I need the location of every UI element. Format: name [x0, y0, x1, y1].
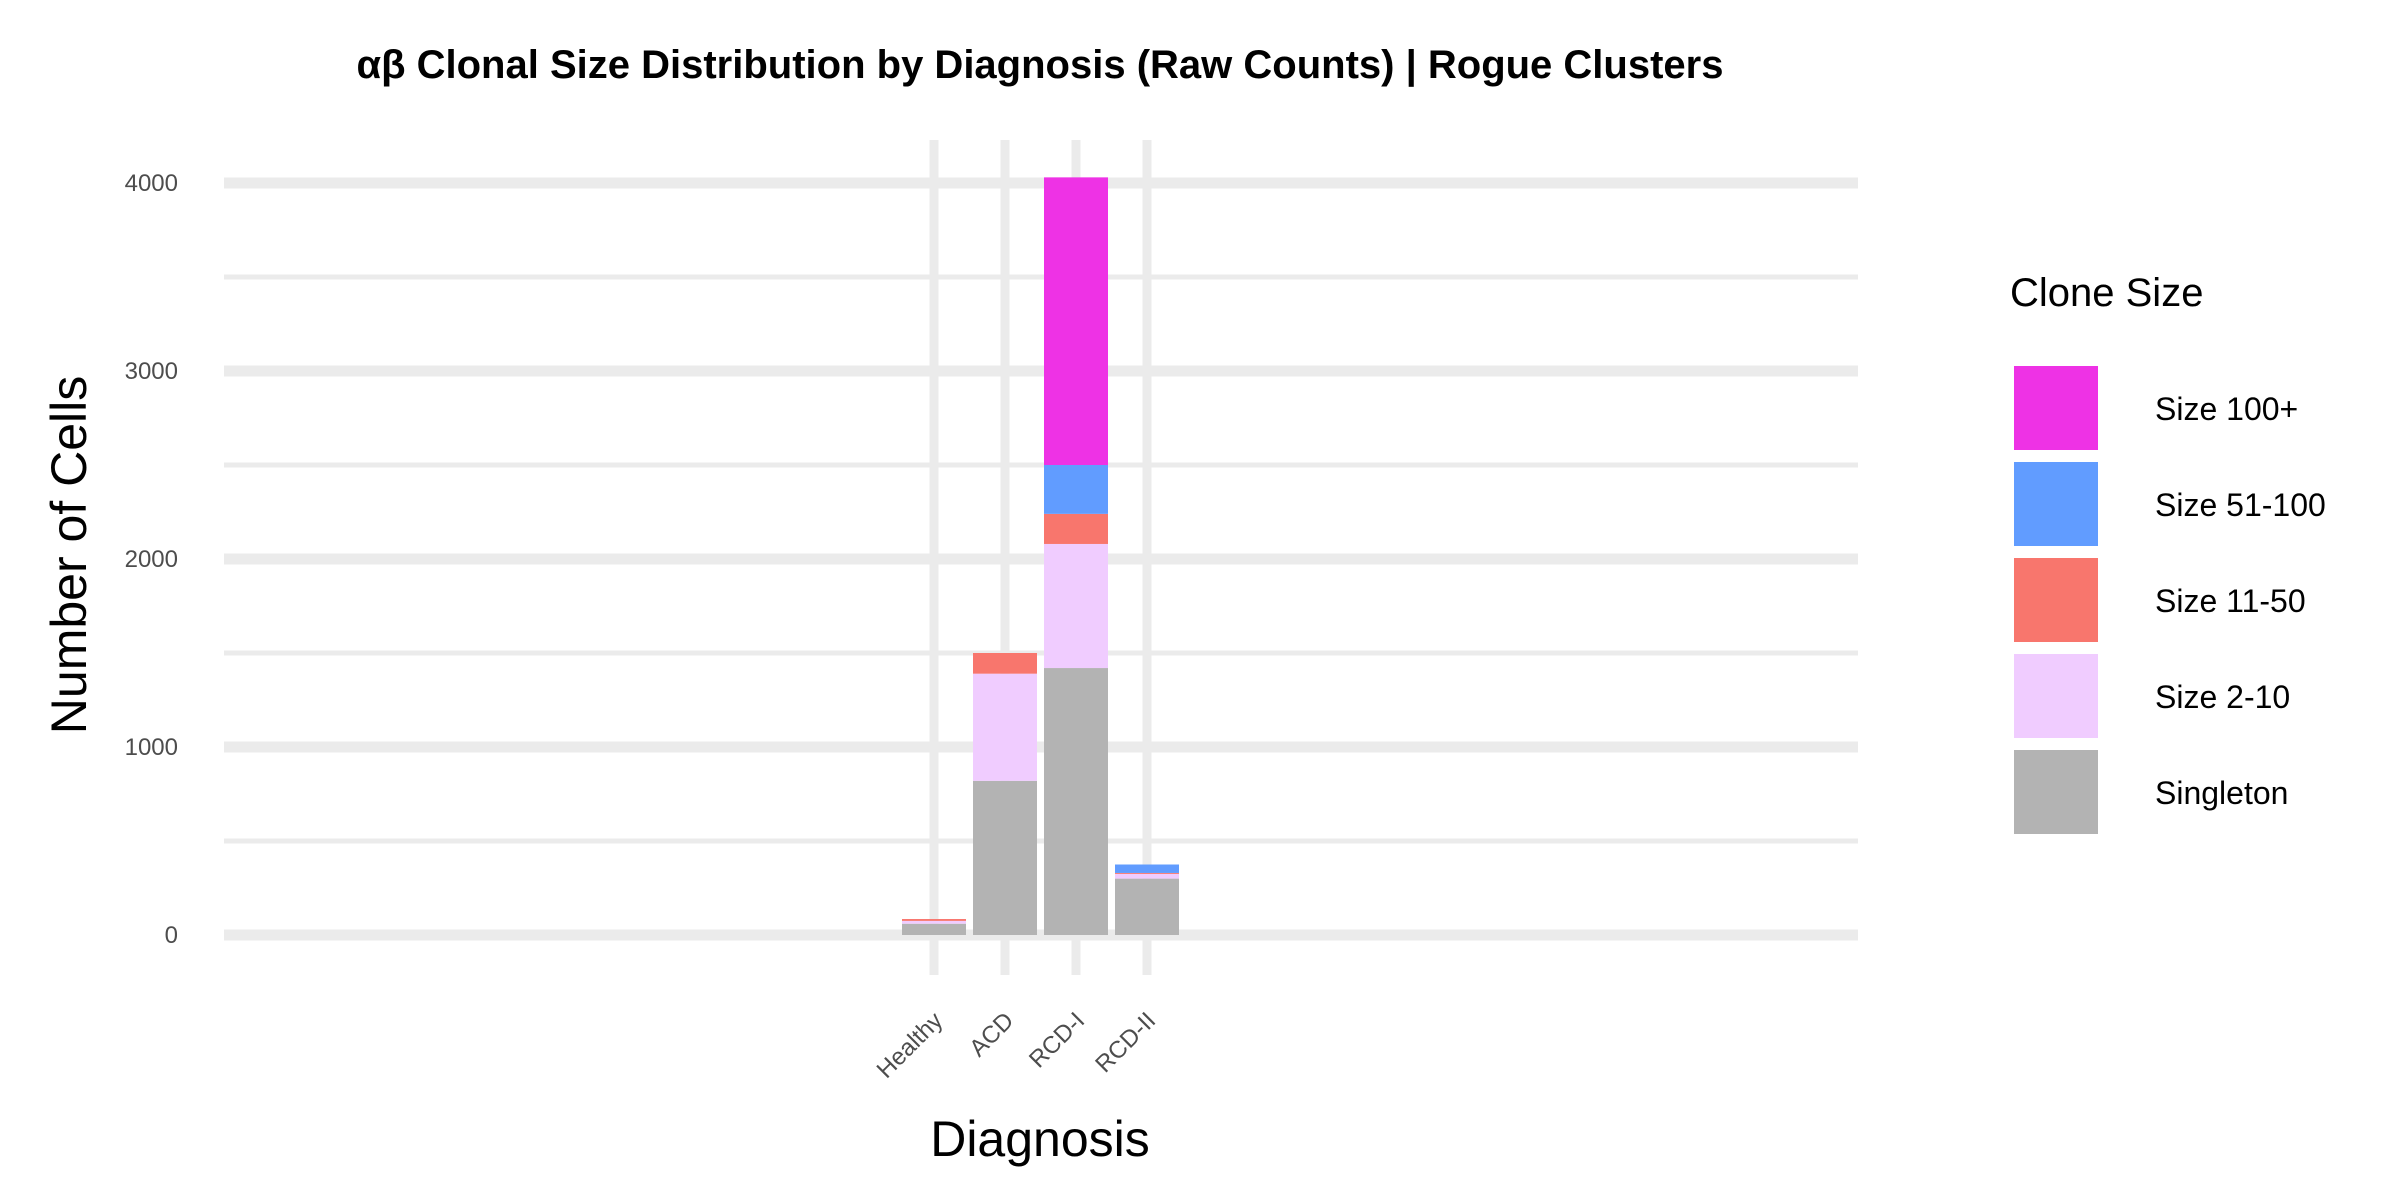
- bar-segment: [973, 653, 1037, 674]
- bars: [902, 177, 1179, 935]
- legend-swatch: [2014, 366, 2098, 450]
- bar-segment: [1044, 668, 1108, 935]
- x-tick-label: RCD-II: [1090, 1007, 1161, 1078]
- legend-swatch: [2014, 750, 2098, 834]
- bar-segment: [1044, 177, 1108, 466]
- legend-label: Singleton: [2155, 775, 2288, 811]
- bar-segment: [1115, 872, 1179, 874]
- y-axis-title: Number of Cells: [41, 376, 97, 734]
- y-tick-labels: 0 1000 2000 3000 4000: [125, 170, 178, 949]
- bar-segment: [1044, 465, 1108, 514]
- y-tick-label: 0: [165, 922, 178, 949]
- bar-segment: [902, 920, 966, 924]
- x-tick-label: ACD: [964, 1007, 1019, 1062]
- x-tick-label: RCD-I: [1024, 1007, 1090, 1073]
- grid: [224, 140, 1858, 975]
- bar-segment: [1115, 864, 1179, 873]
- y-tick-label: 1000: [125, 734, 178, 761]
- x-tick-label: Healthy: [872, 1007, 949, 1084]
- legend-label: Size 2-10: [2155, 679, 2290, 715]
- legend-swatch: [2014, 558, 2098, 642]
- legend-label: Size 51-100: [2155, 487, 2326, 523]
- bar-segment: [902, 919, 966, 921]
- legend-swatch: [2014, 654, 2098, 738]
- bar-segment: [973, 673, 1037, 781]
- legend-label: Size 100+: [2155, 391, 2298, 427]
- bar-segment: [1115, 873, 1179, 879]
- bar-segment: [902, 923, 966, 935]
- legend-title: Clone Size: [2010, 271, 2203, 315]
- chart-title: αβ Clonal Size Distribution by Diagnosis…: [357, 43, 1724, 87]
- y-tick-label: 3000: [125, 358, 178, 385]
- legend: Clone Size Size 100+ Size 51-100 Size 11-5…: [2010, 271, 2326, 834]
- bar-segment: [1044, 513, 1108, 544]
- x-axis-title: Diagnosis: [930, 1111, 1150, 1167]
- legend-swatch: [2014, 462, 2098, 546]
- bar-segment: [1044, 543, 1108, 669]
- bar-segment: [1115, 878, 1179, 935]
- x-tick-labels: Healthy ACD RCD-I RCD-II: [872, 1007, 1162, 1084]
- y-tick-label: 2000: [125, 546, 178, 573]
- legend-label: Size 11-50: [2155, 583, 2306, 619]
- y-tick-label: 4000: [125, 170, 178, 197]
- bar-segment: [973, 780, 1037, 935]
